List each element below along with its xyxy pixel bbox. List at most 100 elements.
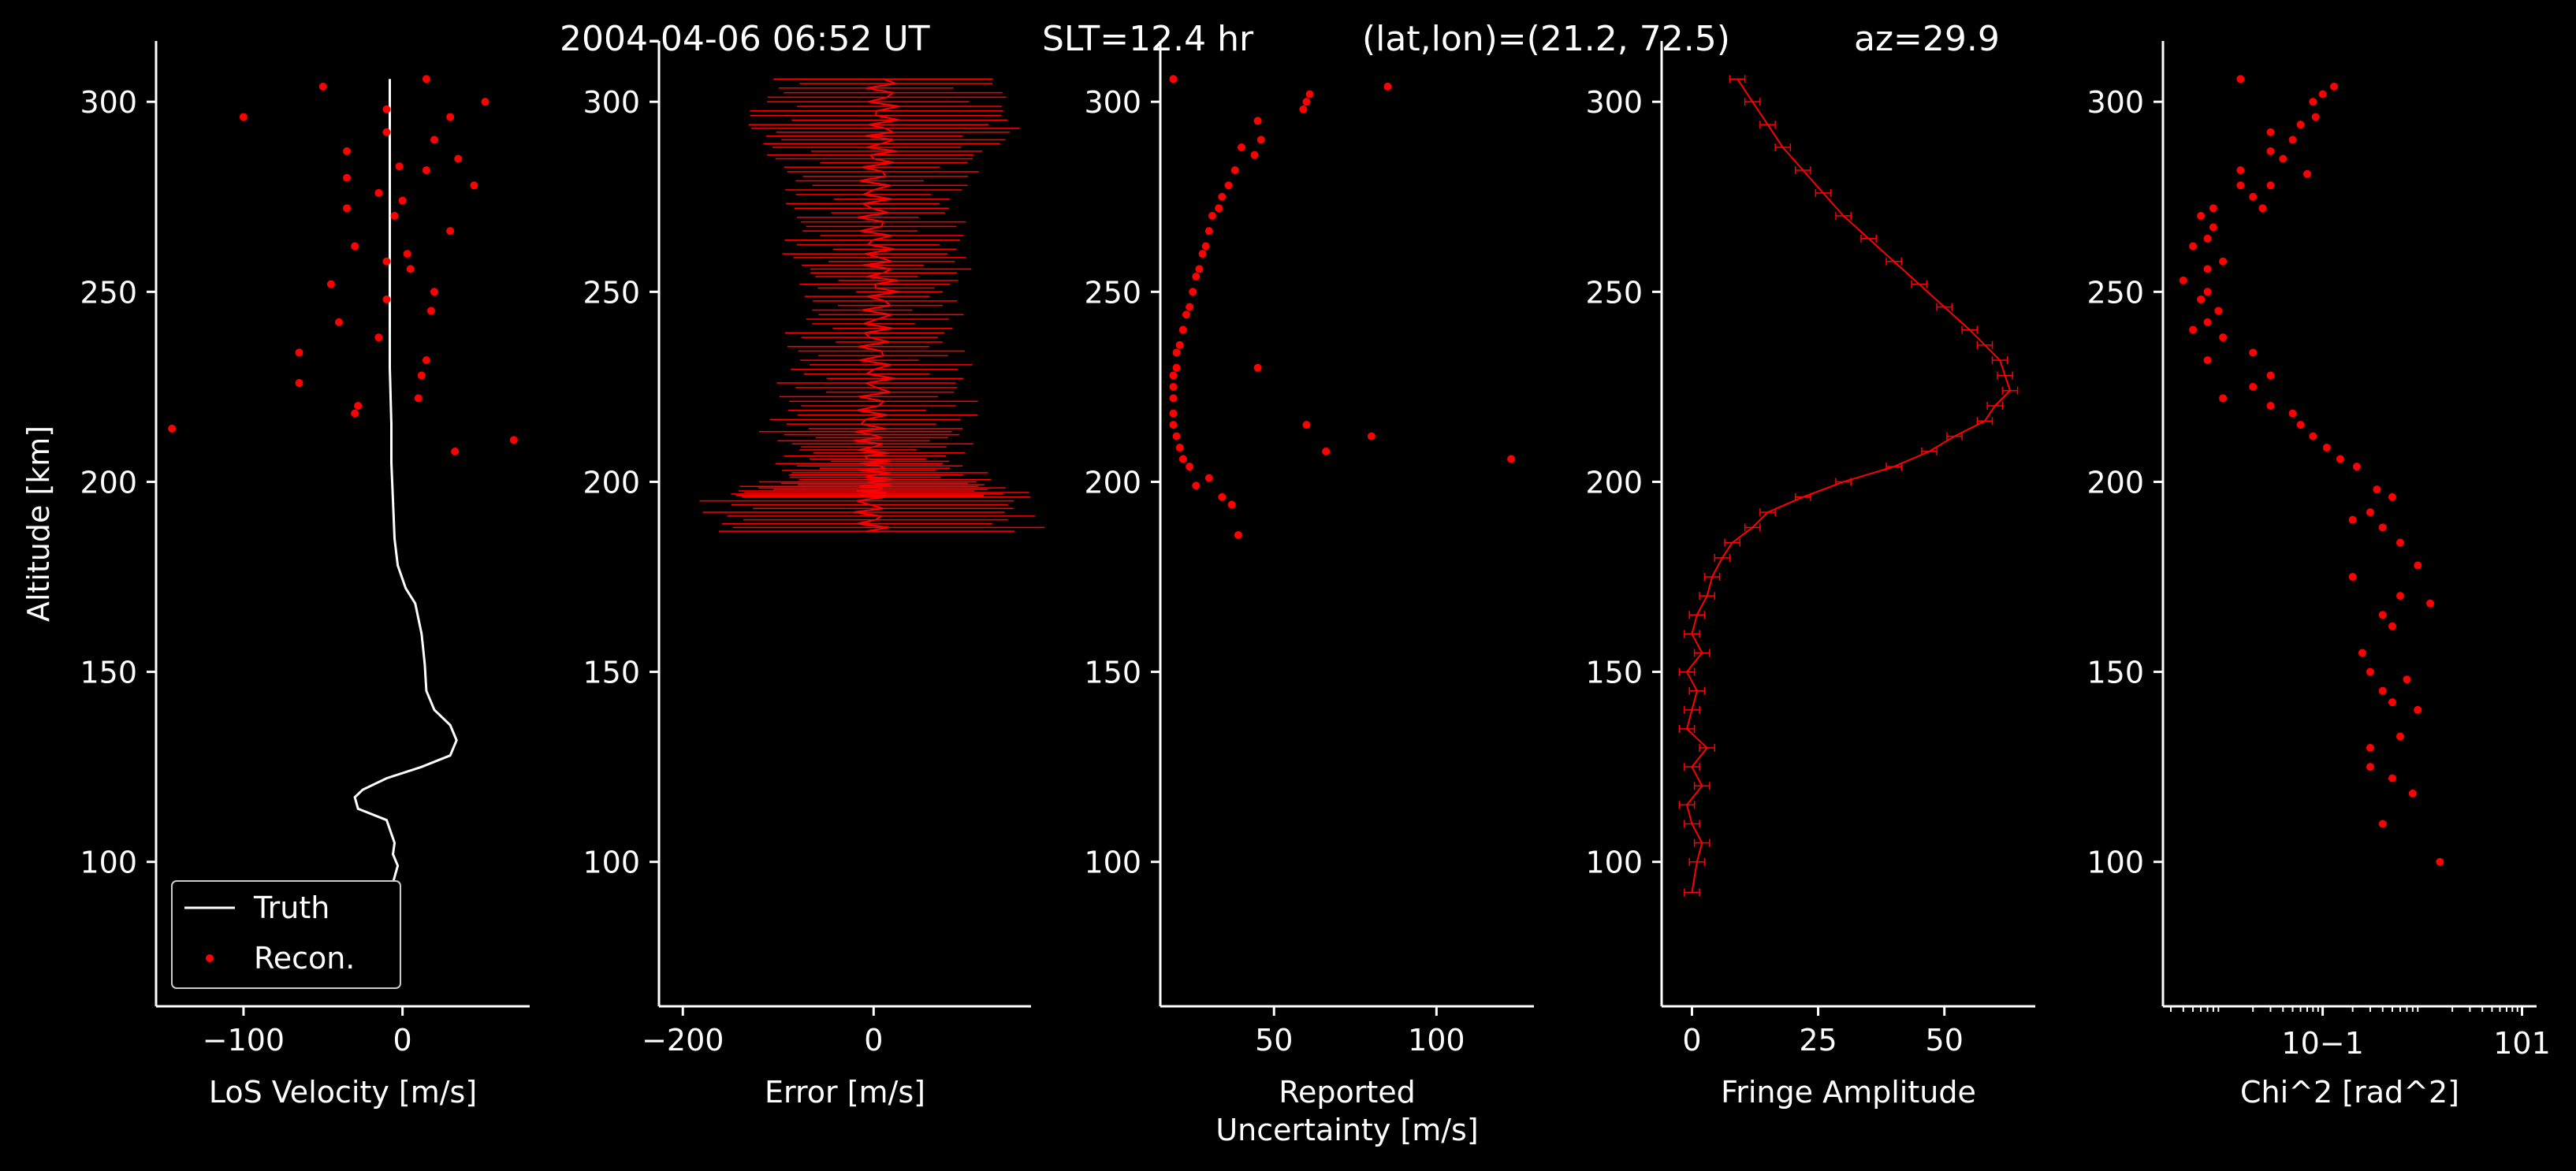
recon-point [343, 147, 352, 155]
recon-point [2197, 211, 2206, 220]
recon-point [395, 162, 404, 171]
y-tick-label: 150 [1084, 656, 1141, 690]
title-time: 2004-04-06 06:52 UT [560, 19, 930, 59]
recon-point [2197, 295, 2206, 303]
y-tick-label: 100 [1084, 846, 1141, 880]
legend: Truth Recon. [171, 880, 401, 989]
recon-point [2219, 394, 2228, 403]
legend-recon-label: Recon. [254, 941, 355, 976]
y-tick-label: 200 [80, 465, 137, 500]
y-tick-label: 100 [2086, 846, 2144, 880]
recon-point [1253, 363, 1262, 372]
x-axis-label: Error [m/s] [765, 1075, 925, 1110]
x-tick-label: 0 [1682, 1023, 1701, 1058]
x-tick-label: 101 [2493, 1026, 2551, 1061]
recon-point [2378, 523, 2387, 532]
recon-point [1169, 371, 1178, 380]
recon-point [2209, 223, 2217, 232]
recon-point [422, 75, 430, 84]
y-tick-label: 100 [583, 846, 640, 880]
recon-point [2219, 333, 2228, 342]
recon-point [239, 113, 248, 121]
recon-point [295, 348, 303, 357]
panel-fringe-amplitude: 100 150 200 250 300 0 25 50 Fringe Amplitude [1585, 41, 2035, 1110]
recon-point [406, 265, 415, 273]
recon-point [2436, 857, 2444, 866]
recon-point [343, 204, 352, 213]
x-axis-label: LoS Velocity [m/s] [209, 1075, 477, 1110]
recon-point [2219, 257, 2228, 266]
y-tick-label: 200 [2086, 465, 2144, 500]
recon-point [1234, 530, 1242, 539]
recon-point [1302, 421, 1311, 429]
recon-point [2279, 154, 2288, 163]
recon-point [2189, 325, 2198, 334]
recon-point [1178, 325, 1187, 334]
recon-point [343, 173, 352, 182]
recon-point [2322, 444, 2331, 452]
recon-point [403, 250, 411, 258]
recon-point [1218, 493, 1227, 501]
recon-point [1238, 143, 1246, 152]
x-axis-label: Chi^2 [rad^2] [2240, 1075, 2459, 1110]
recon-point [2309, 432, 2317, 441]
recon-point [2296, 121, 2305, 129]
y-tick-label: 100 [1585, 846, 1643, 880]
recon-point [1175, 444, 1184, 452]
recon-point [390, 211, 399, 220]
recon-point [1201, 242, 1210, 251]
recon-point [1192, 481, 1201, 490]
recon-point [1198, 250, 1207, 258]
x-axis-label: Fringe Amplitude [1721, 1075, 1976, 1110]
x-tick-label: −100 [203, 1023, 285, 1058]
recon-point [2396, 592, 2405, 600]
panel-chi-squared: 100 150 200 250 300 10−1 101 Chi^2 [rad^2] [2086, 41, 2551, 1110]
y-tick-label: 200 [1084, 465, 1141, 500]
recon-point [2203, 288, 2212, 296]
recon-point [509, 436, 518, 444]
recon-point [1302, 98, 1311, 106]
recon-point [2249, 192, 2258, 201]
recon-point [2288, 409, 2297, 418]
recon-point [1182, 310, 1190, 319]
recon-point [1215, 204, 1223, 213]
y-tick-label: 300 [583, 85, 640, 120]
recon-point [1175, 340, 1184, 349]
recon-point [1169, 382, 1178, 391]
recon-point [454, 154, 463, 163]
y-tick-label: 250 [1084, 275, 1141, 310]
recon-point [1305, 90, 1314, 99]
recon-point [2388, 698, 2396, 707]
recon-point [2388, 493, 2396, 501]
recon-point [2296, 421, 2305, 429]
recon-point [2336, 455, 2344, 463]
recon-point [1218, 192, 1227, 201]
panel-reported-uncertainty: 100 150 200 250 300 50 100 ReportedUncertainty … [1084, 41, 1534, 1147]
amplitude-line [1685, 78, 2012, 893]
y-tick-label: 300 [80, 85, 137, 120]
recon-point [374, 188, 383, 197]
y-tick-label: 300 [1585, 85, 1643, 120]
y-tick-label: 250 [80, 275, 137, 310]
recon-point [318, 82, 327, 91]
panel-los-velocity: 100 150 200 250 300 −100 0 LoS Velocity [m/s] Al… [21, 41, 530, 1110]
y-tick-label: 250 [583, 275, 640, 310]
recon-point [426, 307, 435, 315]
recon-point [1256, 136, 1265, 144]
x-tick-label: 10−1 [2281, 1026, 2363, 1061]
recon-point [1204, 227, 1213, 236]
recon-point [2214, 307, 2223, 315]
recon-point [2303, 169, 2312, 178]
recon-point [1169, 421, 1178, 429]
recon-point [1178, 455, 1187, 463]
recon-point [334, 318, 343, 326]
y-tick-label: 250 [2086, 275, 2144, 310]
recon-point [398, 196, 407, 205]
recon-point [2258, 204, 2267, 213]
recon-point [2403, 675, 2411, 684]
recon-point [1172, 432, 1181, 441]
error-line [853, 78, 900, 533]
recon-point [2366, 763, 2374, 771]
recon-point [2366, 667, 2374, 676]
